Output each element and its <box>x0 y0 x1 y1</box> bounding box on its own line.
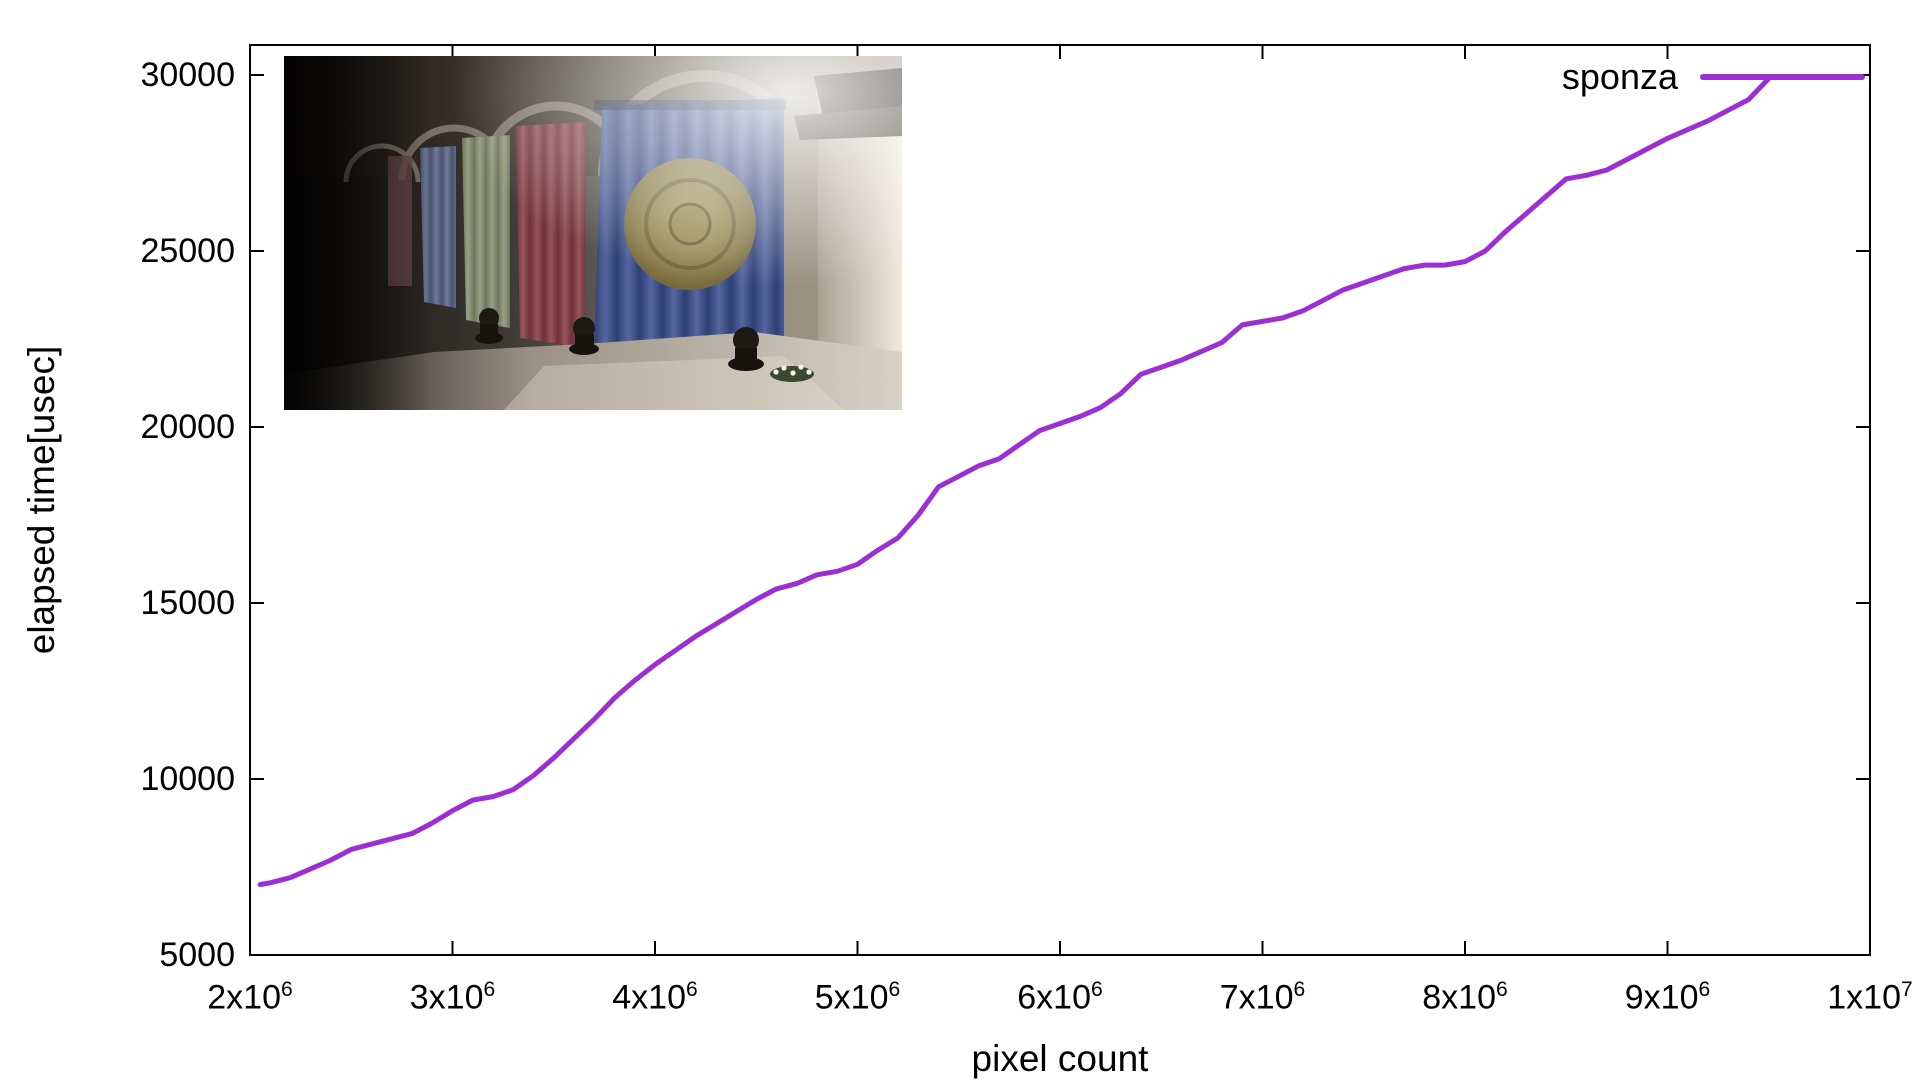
y-tick-label: 15000 <box>140 584 235 622</box>
y-tick-label: 30000 <box>140 56 235 94</box>
y-tick-label: 25000 <box>140 232 235 270</box>
x-tick-label: 4x106 <box>612 978 698 1017</box>
series-line-sponza <box>257 76 1772 888</box>
x-tick-label: 5x106 <box>814 978 901 1017</box>
sponza-scene-inset <box>284 56 902 410</box>
x-tick-label: 8x106 <box>1422 978 1508 1017</box>
y-axis-title: elapsed time[usec] <box>21 345 62 655</box>
legend: sponza <box>1562 56 1865 98</box>
x-tick-label: 2x106 <box>207 978 293 1017</box>
y-tick-label: 20000 <box>140 408 235 446</box>
x-tick-label: 7x106 <box>1219 978 1306 1017</box>
inset-light-glow <box>284 56 902 410</box>
y-tick-label: 5000 <box>159 936 235 974</box>
y-tick-label: 10000 <box>140 760 235 798</box>
sponza-scene-image <box>284 56 902 410</box>
legend-line-sample <box>1700 74 1865 80</box>
x-tick-label: 1x107 <box>1827 978 1913 1017</box>
x-tick-label: 3x106 <box>409 978 496 1017</box>
legend-label-sponza: sponza <box>1561 56 1678 97</box>
x-tick-label: 9x106 <box>1624 978 1711 1017</box>
x-axis-title: pixel count <box>971 1038 1149 1079</box>
x-tick-label: 6x106 <box>1017 978 1103 1017</box>
